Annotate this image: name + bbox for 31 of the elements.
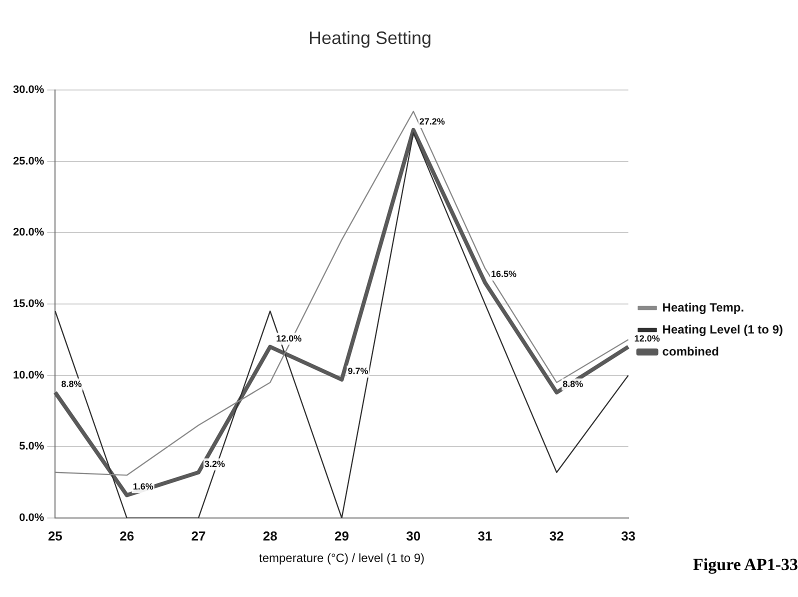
- data-label: 8.8%: [562, 378, 584, 389]
- data-label: 3.2%: [204, 458, 225, 469]
- x-tick-label: 26: [120, 528, 134, 544]
- text: Figure AP1-33: [693, 555, 798, 575]
- x-tick-label: 33: [621, 528, 636, 544]
- data-label: 12.0%: [634, 333, 660, 344]
- data-label: 8.8%: [61, 378, 82, 389]
- x-tick-label: 29: [334, 528, 349, 544]
- data-label: 1.6%: [132, 482, 154, 492]
- legend-label: Heating Temp.: [662, 300, 744, 314]
- x-tick-label: 25: [48, 528, 62, 544]
- y-tick-label: 5.0%: [19, 440, 44, 453]
- data-label: 27.2%: [419, 116, 445, 126]
- x-tick-label: 31: [478, 528, 492, 544]
- x-tick-label: 30: [406, 528, 421, 544]
- y-tick-label: 30.0%: [12, 84, 44, 96]
- data-label: 9.7%: [348, 366, 368, 376]
- chart-title: Heating Setting: [307, 28, 433, 49]
- legend-label: combined: [662, 344, 719, 358]
- data-label: 16.5%: [491, 269, 517, 280]
- x-tick-label: 27: [191, 528, 206, 544]
- data-label: 12.0%: [276, 333, 302, 344]
- y-tick-label: 10.0%: [12, 369, 44, 382]
- legend-label: Heating Level (1 to 9): [662, 322, 784, 336]
- x-tick-label: 32: [549, 528, 564, 544]
- x-axis-title: temperature (°C) / level (1 to 9): [258, 551, 425, 566]
- y-tick-label: 0.0%: [19, 512, 44, 524]
- y-tick-label: 25.0%: [12, 155, 44, 168]
- y-tick-label: 20.0%: [12, 226, 44, 239]
- x-tick-label: 28: [262, 528, 278, 544]
- y-tick-label: 15.0%: [12, 298, 44, 310]
